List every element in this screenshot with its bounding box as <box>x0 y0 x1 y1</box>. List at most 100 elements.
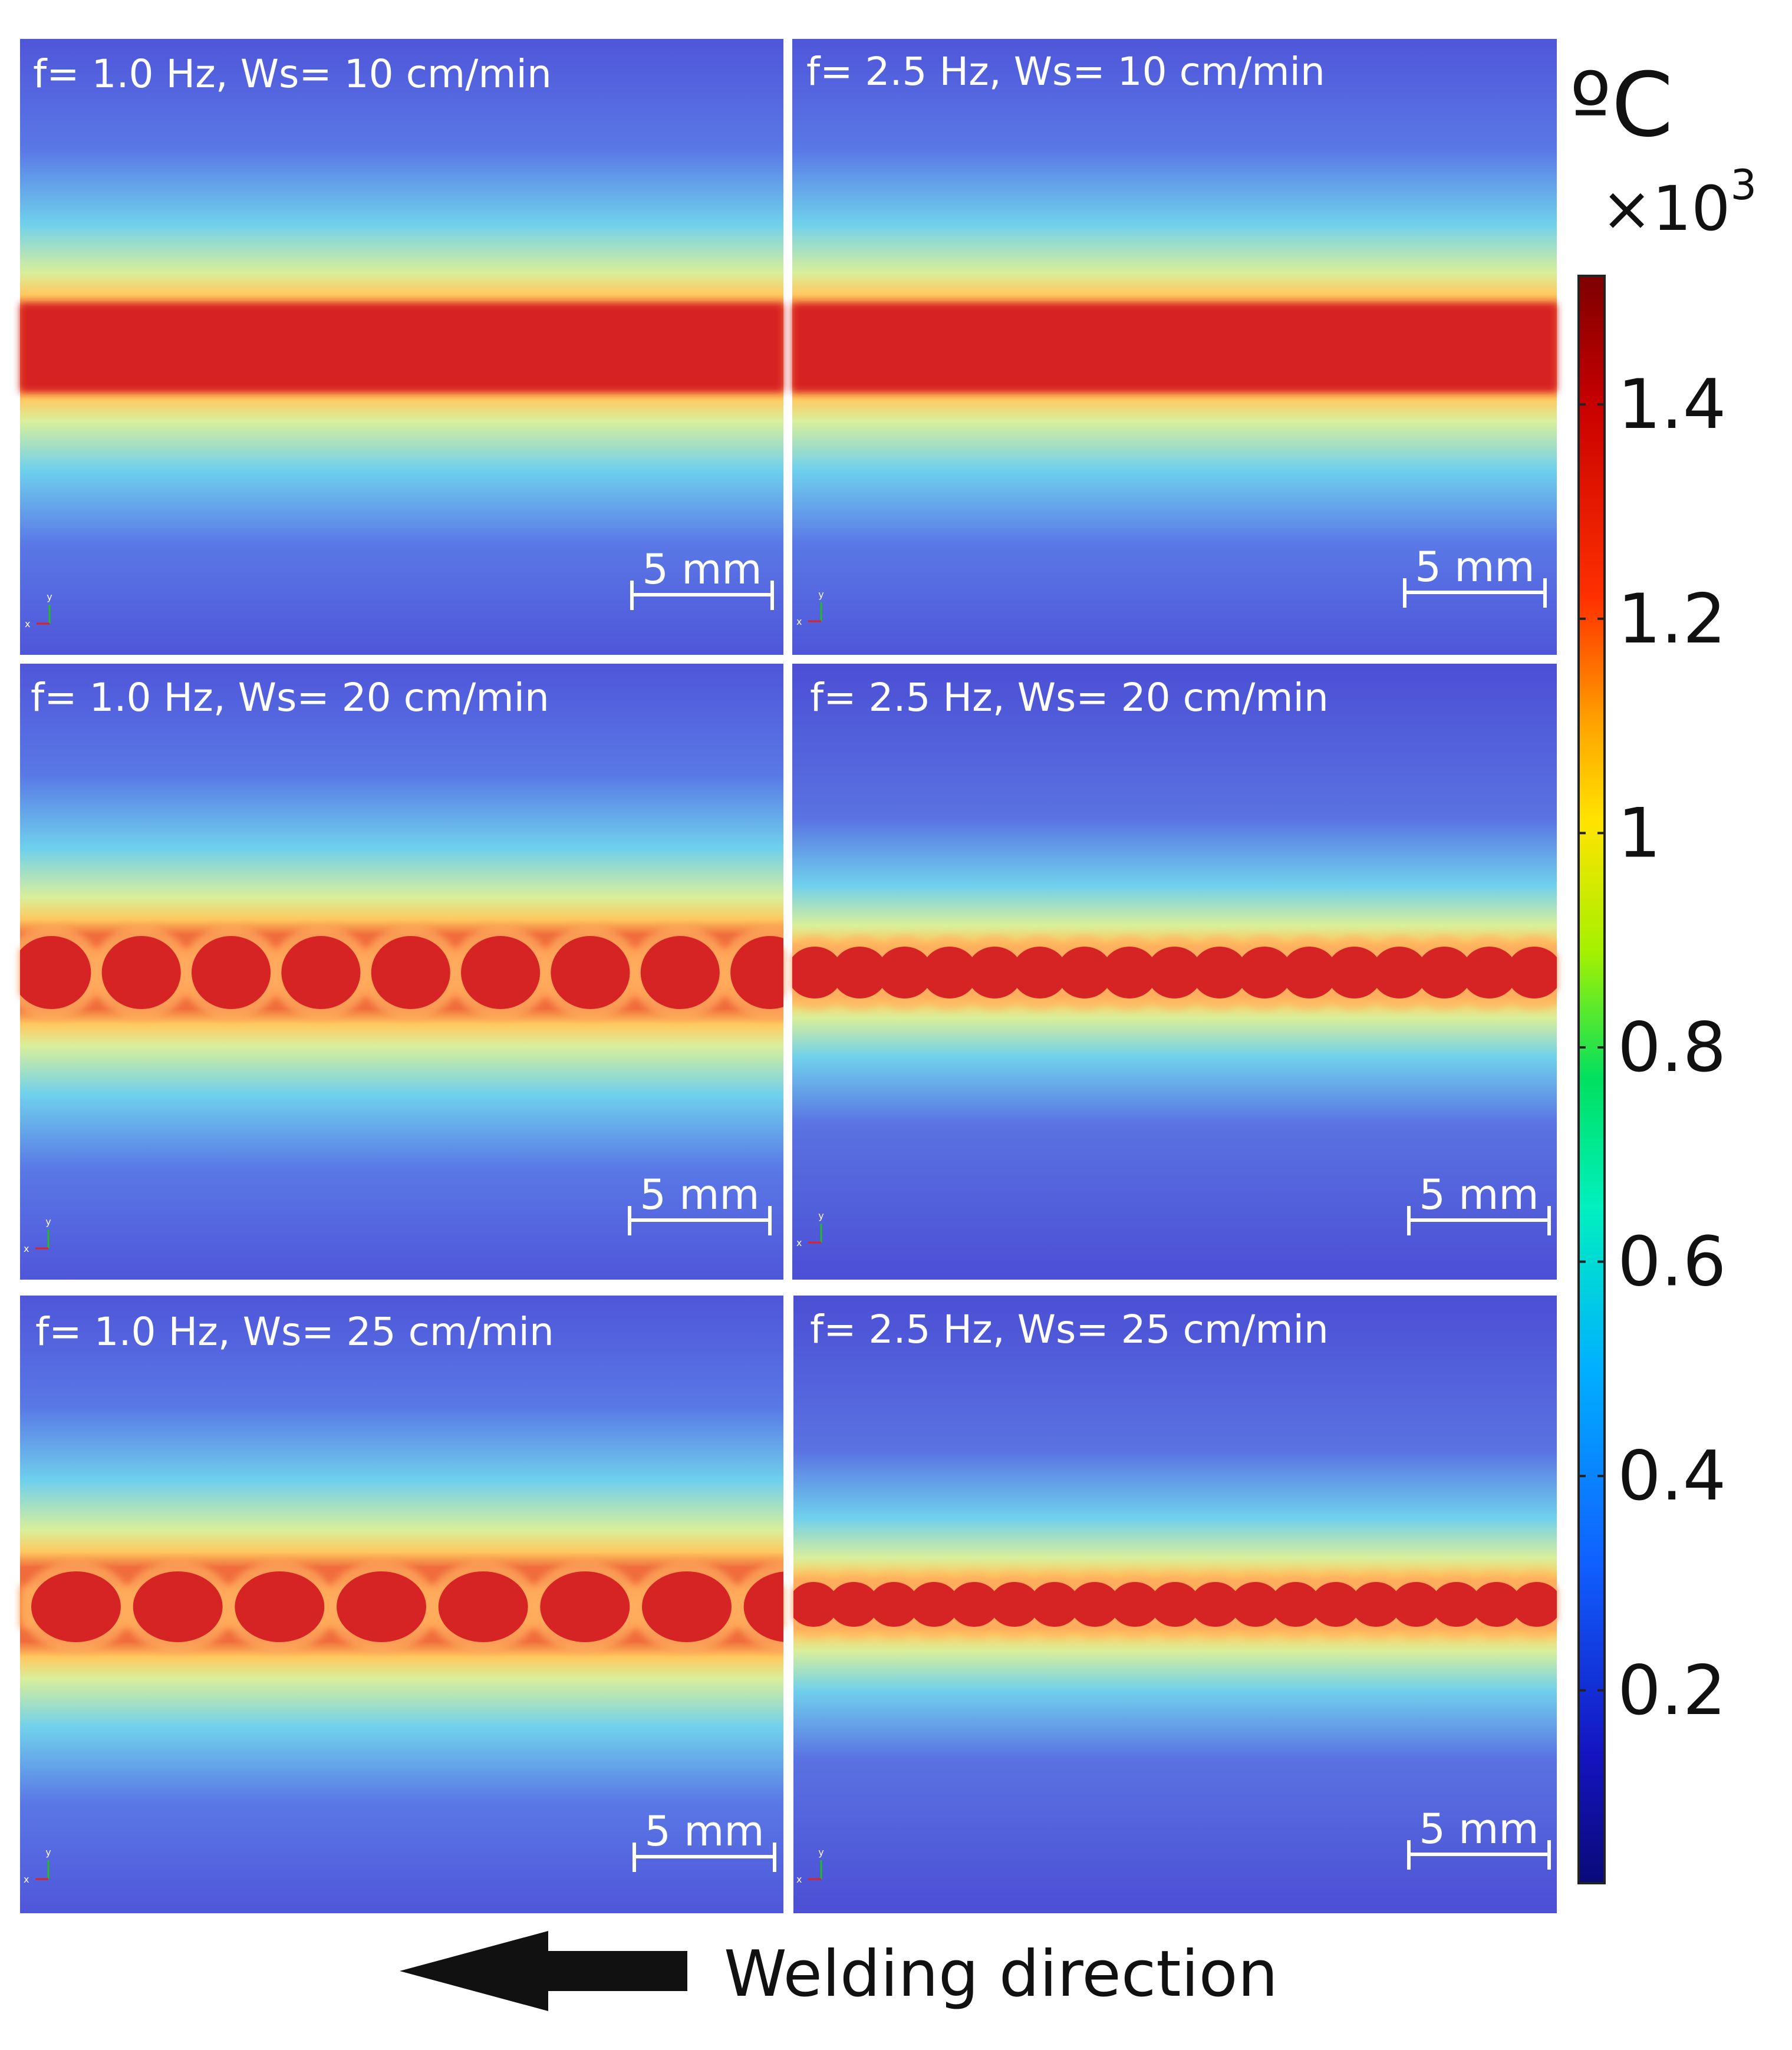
axis-triad-icon: y x <box>24 1216 51 1254</box>
pool-spot <box>1190 1582 1240 1627</box>
pool-spot <box>1326 947 1382 998</box>
pool-spot <box>1416 947 1473 998</box>
pool-spot <box>909 1582 959 1627</box>
pool-spot <box>832 947 888 998</box>
svg-text:y: y <box>818 589 823 600</box>
welding-direction: Welding direction <box>400 1931 1278 2011</box>
molten-pool <box>20 304 783 392</box>
svg-text:x: x <box>25 618 30 629</box>
pool-spot <box>1351 1582 1401 1627</box>
scale-bar: 5 mm <box>630 545 774 610</box>
colorbar-ticks: 1.4 1.2 1 0.8 0.6 0.4 0.2 <box>1579 365 1726 1731</box>
svg-text:x: x <box>796 1237 802 1248</box>
pool-spot <box>949 1582 999 1627</box>
scale-bar: 5 mm <box>628 1171 772 1235</box>
panel-f1-ws20: f= 1.0 Hz, Ws= 20 cm/min 5 mm y x <box>20 664 783 1280</box>
scale-bar-label: 5 mm <box>640 1171 759 1219</box>
svg-text:y: y <box>45 1216 51 1227</box>
pool-spot <box>1147 947 1203 998</box>
pool-spot <box>336 1571 426 1642</box>
pool-spot <box>1056 947 1113 998</box>
pool-spot <box>1371 947 1428 998</box>
pool-spot <box>1230 1582 1281 1627</box>
svg-text:x: x <box>796 1874 802 1885</box>
pool-spot <box>235 1571 325 1642</box>
panel-label: f= 2.5 Hz, Ws= 10 cm/min <box>806 49 1325 94</box>
panel-f25-ws20: f= 2.5 Hz, Ws= 20 cm/min 5 mm y x <box>792 664 1557 1280</box>
panel-label: f= 1.0 Hz, Ws= 25 cm/min <box>35 1309 554 1354</box>
pool-spot <box>281 936 361 1009</box>
colorbar-tick-label: 1.2 <box>1618 579 1726 659</box>
panel-f25-ws10: f= 2.5 Hz, Ws= 10 cm/min 5 mm y x <box>792 39 1557 655</box>
pool-spot <box>133 1571 223 1642</box>
pool-spot <box>101 936 181 1009</box>
panel-label: f= 1.0 Hz, Ws= 10 cm/min <box>33 51 552 97</box>
pool-spot <box>989 1582 1040 1627</box>
molten-pool <box>792 304 1557 392</box>
pool-spot <box>191 936 271 1009</box>
svg-text:y: y <box>818 1210 823 1221</box>
pool-spot <box>1551 957 1557 988</box>
pool-spot <box>1310 1582 1361 1627</box>
pool-spot <box>1511 1582 1557 1627</box>
pool-spot <box>1551 1591 1557 1618</box>
colorbar-tick-label: 0.8 <box>1618 1008 1726 1087</box>
panel-label: f= 1.0 Hz, Ws= 20 cm/min <box>31 675 549 720</box>
scale-bar-label: 5 mm <box>642 545 762 594</box>
colorbar-gradient <box>1577 275 1606 1884</box>
pool-spot <box>551 936 630 1009</box>
pool-spot <box>1471 1582 1522 1627</box>
pool-spot <box>877 947 933 998</box>
svg-text:y: y <box>818 1847 823 1858</box>
pool-spot <box>1431 1582 1481 1627</box>
colorbar: ºC ×103 1.4 1.2 1 0.8 0.6 0.4 0.2 <box>1570 54 1757 1884</box>
pool-spot <box>1069 1582 1120 1627</box>
scale-bar-label: 5 mm <box>1419 1805 1539 1853</box>
pool-spot <box>1110 1582 1160 1627</box>
left-arrow-icon <box>400 1931 687 2011</box>
pool-spot <box>793 1582 839 1627</box>
axis-triad-icon: y x <box>25 591 52 629</box>
pool-spot <box>641 1571 732 1642</box>
pool-spot <box>1191 947 1248 998</box>
colorbar-tick-label: 1 <box>1618 793 1661 873</box>
pool-spot <box>1282 947 1338 998</box>
axis-triad-icon: y x <box>24 1847 51 1885</box>
pool-spot <box>1012 947 1068 998</box>
panel-label: f= 2.5 Hz, Ws= 25 cm/min <box>810 1307 1329 1352</box>
pool-spot <box>1029 1582 1080 1627</box>
colorbar-tick-label: 0.2 <box>1618 1651 1726 1731</box>
molten-pool <box>793 1571 1557 1637</box>
scale-bar: 5 mm <box>633 1807 776 1872</box>
colorbar-tick-label: 0.4 <box>1618 1436 1726 1516</box>
pool-spot <box>371 936 450 1009</box>
pool-spot <box>540 1571 630 1642</box>
scale-bar-label: 5 mm <box>1419 1171 1539 1219</box>
svg-text:y: y <box>47 591 52 602</box>
axis-triad-icon: y x <box>796 1210 824 1248</box>
molten-pool <box>20 925 783 1020</box>
pool-spot <box>438 1571 528 1642</box>
molten-pool <box>20 1561 783 1653</box>
pool-spot <box>1101 947 1158 998</box>
pool-spot <box>1506 947 1557 998</box>
direction-label: Welding direction <box>724 1937 1278 2011</box>
colorbar-unit: ºC <box>1570 54 1673 157</box>
pool-spot <box>1461 947 1517 998</box>
svg-text:y: y <box>45 1847 51 1858</box>
pool-spot <box>743 1571 783 1642</box>
scale-bar: 5 mm <box>1407 1805 1551 1870</box>
colorbar-tick-label: 0.6 <box>1618 1222 1726 1302</box>
pool-spot <box>828 1582 879 1627</box>
axis-triad-icon: y x <box>796 589 824 627</box>
panel-f25-ws25: f= 2.5 Hz, Ws= 25 cm/min 5 mm y x <box>793 1296 1557 1913</box>
panel-f1-ws25: f= 1.0 Hz, Ws= 25 cm/min 5 mm y x <box>20 1296 783 1913</box>
scale-bar-label: 5 mm <box>1415 543 1534 591</box>
panel-label: f= 2.5 Hz, Ws= 20 cm/min <box>810 675 1329 720</box>
pool-spot <box>1270 1582 1321 1627</box>
axis-triad-icon: y x <box>796 1847 824 1885</box>
pool-spot <box>1150 1582 1200 1627</box>
pool-spot <box>461 936 541 1009</box>
pool-spot <box>967 947 1023 998</box>
